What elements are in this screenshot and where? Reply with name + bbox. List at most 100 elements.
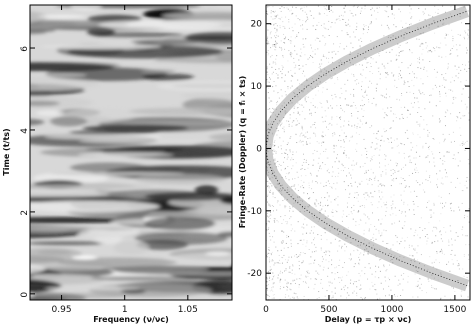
noise-dot bbox=[301, 84, 303, 86]
noise-dot bbox=[461, 93, 463, 95]
noise-dot bbox=[328, 61, 330, 63]
noise-dot bbox=[446, 263, 448, 265]
noise-dot bbox=[414, 163, 416, 165]
noise-dot bbox=[370, 157, 372, 159]
noise-dot bbox=[275, 15, 277, 17]
noise-dot bbox=[338, 62, 340, 64]
noise-dot bbox=[326, 57, 328, 59]
noise-dot bbox=[393, 74, 395, 76]
noise-dot bbox=[286, 223, 288, 225]
noise-dot bbox=[297, 111, 299, 113]
noise-dot bbox=[419, 62, 421, 64]
noise-dot bbox=[448, 24, 450, 26]
noise-dot bbox=[457, 34, 459, 36]
noise-dot bbox=[267, 54, 269, 56]
noise-dot bbox=[326, 192, 328, 194]
noise-dot bbox=[322, 141, 324, 143]
noise-dot bbox=[359, 182, 361, 184]
noise-dot bbox=[452, 40, 454, 42]
noise-dot bbox=[301, 135, 303, 137]
noise-dot bbox=[468, 61, 470, 63]
noise-dot bbox=[379, 258, 381, 260]
noise-dot bbox=[298, 255, 300, 257]
noise-dot bbox=[439, 142, 441, 144]
noise-dot bbox=[267, 220, 269, 222]
noise-dot bbox=[296, 124, 298, 126]
noise-dot bbox=[267, 29, 269, 31]
noise-dot bbox=[466, 49, 468, 51]
noise-dot bbox=[392, 244, 394, 246]
noise-dot bbox=[329, 74, 331, 76]
noise-dot bbox=[294, 255, 296, 257]
noise-dot bbox=[327, 267, 329, 269]
noise-dot bbox=[279, 137, 281, 139]
noise-dot bbox=[336, 18, 338, 20]
noise-dot bbox=[442, 240, 444, 242]
noise-dot bbox=[279, 25, 281, 27]
noise-dot bbox=[380, 175, 382, 177]
noise-dot bbox=[457, 152, 459, 154]
noise-dot bbox=[370, 179, 372, 181]
noise-dot bbox=[467, 34, 469, 36]
noise-dot bbox=[452, 131, 454, 133]
noise-dot bbox=[379, 270, 381, 272]
noise-dot bbox=[439, 170, 441, 172]
noise-dot bbox=[270, 269, 272, 271]
noise-dot bbox=[313, 159, 315, 161]
noise-dot bbox=[464, 38, 466, 40]
noise-dot bbox=[274, 150, 276, 152]
noise-dot bbox=[283, 131, 285, 133]
noise-dot bbox=[275, 85, 277, 87]
noise-dot bbox=[400, 183, 402, 185]
noise-dot bbox=[348, 120, 350, 122]
noise-dot bbox=[400, 240, 402, 242]
noise-dot bbox=[342, 276, 344, 278]
noise-dot bbox=[314, 149, 316, 151]
noise-dot bbox=[400, 212, 402, 214]
noise-dot bbox=[364, 266, 366, 268]
noise-dot bbox=[305, 245, 307, 247]
noise-dot bbox=[377, 180, 379, 182]
noise-dot bbox=[307, 275, 309, 277]
noise-dot bbox=[384, 10, 386, 12]
noise-dot bbox=[274, 163, 276, 165]
noise-dot bbox=[266, 278, 268, 280]
noise-dot bbox=[266, 40, 268, 42]
noise-dot bbox=[329, 230, 331, 232]
noise-dot bbox=[273, 141, 275, 143]
noise-dot bbox=[286, 120, 288, 122]
noise-dot bbox=[439, 230, 441, 232]
noise-dot bbox=[422, 59, 424, 61]
noise-dot bbox=[385, 76, 387, 78]
noise-dot bbox=[266, 294, 268, 296]
noise-dot bbox=[413, 235, 415, 237]
noise-dot bbox=[290, 80, 292, 82]
noise-dot bbox=[401, 113, 403, 115]
noise-dot bbox=[389, 128, 391, 130]
noise-dot bbox=[299, 83, 301, 85]
noise-dot bbox=[401, 77, 403, 79]
noise-dot bbox=[344, 285, 346, 287]
noise-dot bbox=[359, 183, 361, 185]
noise-dot bbox=[362, 27, 364, 29]
noise-dot bbox=[304, 54, 306, 56]
noise-dot bbox=[280, 286, 282, 288]
noise-dot bbox=[435, 235, 437, 237]
noise-dot bbox=[406, 91, 408, 93]
noise-dot bbox=[371, 125, 373, 127]
noise-dot bbox=[272, 44, 274, 46]
noise-dot bbox=[326, 239, 328, 241]
noise-dot bbox=[375, 105, 377, 107]
noise-dot bbox=[286, 7, 288, 9]
noise-dot bbox=[422, 182, 424, 184]
noise-dot bbox=[284, 205, 286, 207]
noise-dot bbox=[419, 125, 421, 127]
noise-dot bbox=[381, 185, 383, 187]
noise-dot bbox=[314, 251, 316, 253]
noise-dot bbox=[381, 24, 383, 26]
noise-dot bbox=[364, 8, 366, 10]
noise-dot bbox=[272, 294, 274, 296]
noise-dot bbox=[269, 161, 271, 163]
noise-dot bbox=[343, 120, 345, 122]
noise-dot bbox=[299, 103, 301, 105]
